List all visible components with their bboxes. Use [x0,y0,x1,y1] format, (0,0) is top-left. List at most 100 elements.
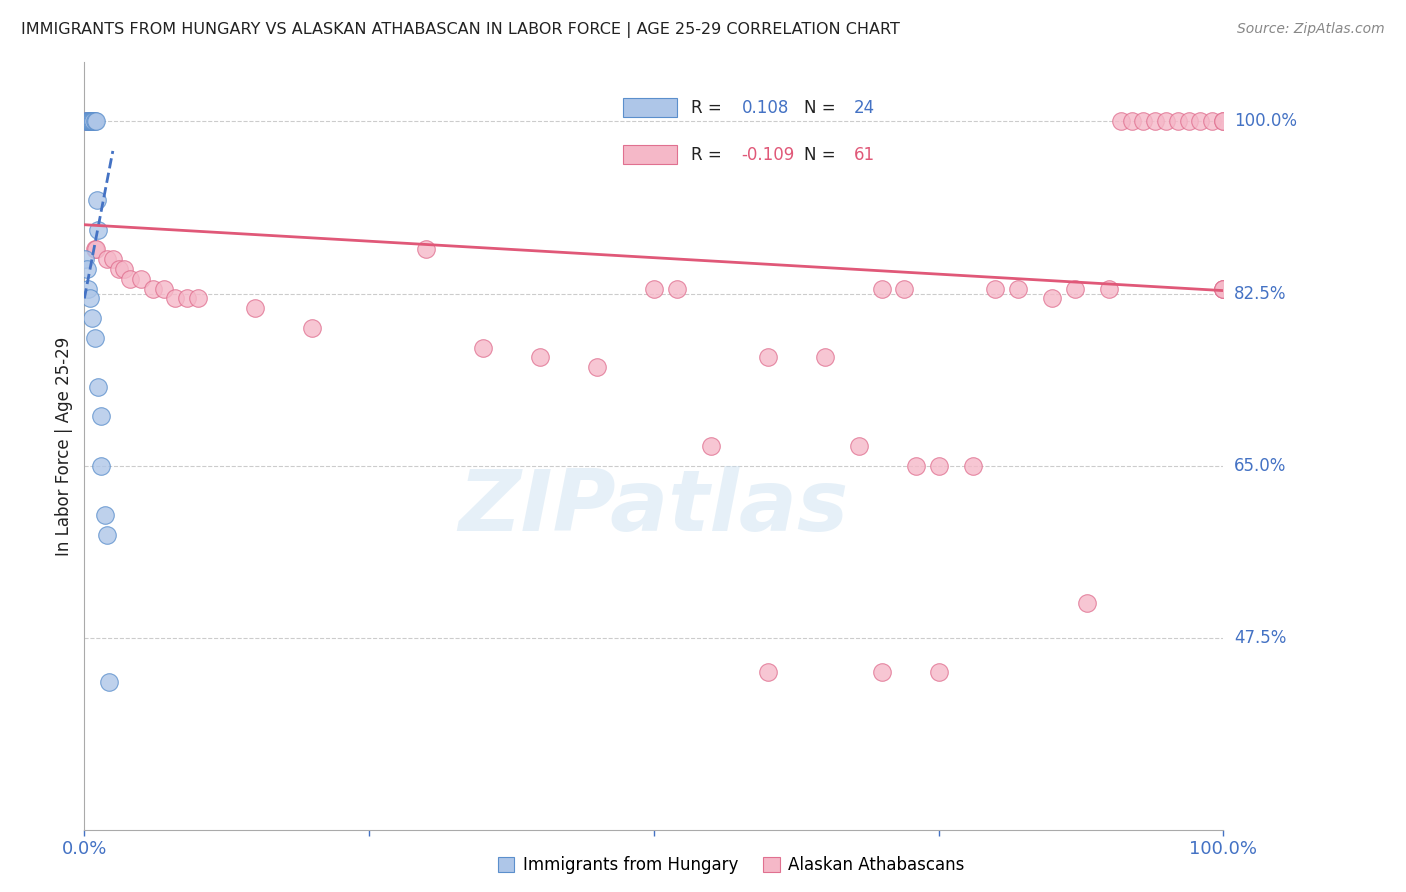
Point [870,282,893,296]
Point [131,272,153,286]
Point [96,252,118,267]
Point [79,292,101,306]
Point [87,222,110,236]
Point [848,439,870,453]
Text: R =: R = [692,99,723,117]
Text: 100.0%: 100.0% [1234,112,1298,130]
Point [870,665,893,680]
Point [1132,114,1154,128]
Point [82,114,104,128]
Point [76,114,98,128]
Point [76,282,98,296]
Point [665,282,688,296]
Point [415,242,437,256]
Point [80,114,103,128]
Point [84,242,107,256]
Point [1064,282,1087,296]
Point [586,360,609,375]
Point [643,282,665,296]
Point [1156,114,1178,128]
Point [87,380,110,394]
Point [84,114,107,128]
Point [1212,282,1234,296]
Point [1167,114,1189,128]
Text: 61: 61 [853,146,875,164]
Point [472,341,495,355]
Point [76,114,98,128]
Point [301,321,323,335]
Point [1212,282,1234,296]
Point [904,458,927,473]
Point [82,114,104,128]
Text: N =: N = [804,146,835,164]
Point [700,439,723,453]
Point [83,114,105,128]
Point [1076,596,1098,610]
Point [76,262,98,277]
Text: N =: N = [804,99,835,117]
Point [79,114,101,128]
Point [83,331,105,345]
Text: ZIPatlas: ZIPatlas [458,466,849,549]
Point [928,458,950,473]
Point [1178,114,1201,128]
Point [86,193,108,207]
Point [1007,282,1029,296]
Point [165,292,187,306]
Point [75,114,97,128]
Point [1212,114,1234,128]
Text: IMMIGRANTS FROM HUNGARY VS ALASKAN ATHABASCAN IN LABOR FORCE | AGE 25-29 CORRELA: IMMIGRANTS FROM HUNGARY VS ALASKAN ATHAB… [21,22,900,38]
Text: -0.109: -0.109 [741,146,794,164]
Point [75,114,97,128]
Text: 65.0%: 65.0% [1234,457,1286,475]
Point [1143,114,1166,128]
Y-axis label: In Labor Force | Age 25-29: In Labor Force | Age 25-29 [55,336,73,556]
Point [98,675,121,690]
Point [90,409,112,424]
Point [82,114,104,128]
Point [1189,114,1212,128]
FancyBboxPatch shape [623,98,676,118]
Point [118,272,141,286]
Point [112,262,135,277]
Point [529,351,551,365]
Point [756,351,779,365]
Legend: Immigrants from Hungary, Alaskan Athabascans: Immigrants from Hungary, Alaskan Athabas… [492,851,970,880]
Point [101,252,124,267]
Point [928,665,950,680]
Point [82,311,104,326]
Point [187,292,209,306]
Point [75,252,97,267]
Point [814,351,837,365]
Point [83,242,105,256]
Point [893,282,915,296]
Point [107,262,129,277]
Point [1121,114,1143,128]
Point [984,282,1007,296]
Point [1201,114,1223,128]
Text: 47.5%: 47.5% [1234,629,1286,647]
Point [962,458,984,473]
Point [142,282,165,296]
Point [76,114,98,128]
Point [245,301,267,316]
Text: R =: R = [692,146,723,164]
Point [1109,114,1132,128]
Point [1042,292,1064,306]
Point [90,458,112,473]
Point [76,114,98,128]
Point [1212,282,1234,296]
Point [96,527,118,541]
Point [79,114,101,128]
Point [756,665,779,680]
Text: 82.5%: 82.5% [1234,285,1286,302]
Point [176,292,198,306]
Text: 0.108: 0.108 [741,99,789,117]
Point [153,282,176,296]
Point [80,114,103,128]
Text: 24: 24 [853,99,875,117]
Point [94,508,117,522]
Point [1098,282,1121,296]
Point [77,114,100,128]
FancyBboxPatch shape [623,145,676,164]
